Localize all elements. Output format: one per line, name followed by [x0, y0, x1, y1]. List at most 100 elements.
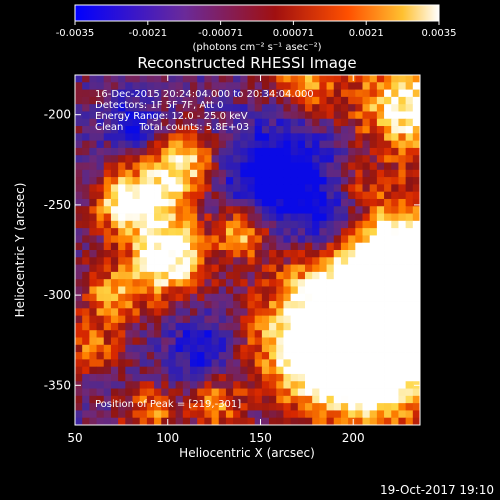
heatmap-cell	[384, 220, 392, 229]
heatmap-cell	[405, 315, 414, 324]
heatmap-cell	[319, 184, 327, 193]
heatmap-cell	[319, 403, 327, 411]
heatmap-cell	[75, 198, 83, 207]
heatmap-cell	[132, 337, 141, 346]
heatmap-cell	[362, 264, 371, 273]
heatmap-cell	[75, 177, 83, 185]
heatmap-cell	[146, 89, 155, 98]
heatmap-cell	[405, 133, 414, 142]
heatmap-cell	[297, 213, 306, 222]
heatmap-cell	[319, 388, 327, 397]
heatmap-cell	[355, 344, 363, 353]
heatmap-cell	[118, 228, 126, 236]
heatmap-cell	[82, 293, 90, 302]
heatmap-cell	[405, 169, 414, 178]
heatmap-cell	[276, 104, 284, 112]
heatmap-cell	[247, 352, 256, 360]
heatmap-cell	[340, 118, 349, 127]
heatmap-cell	[103, 337, 112, 346]
heatmap-cell	[290, 395, 299, 404]
heatmap-cell	[110, 301, 119, 309]
heatmap-cell	[261, 395, 270, 404]
heatmap-cell	[312, 75, 320, 83]
heatmap-cell	[218, 395, 227, 404]
heatmap-cell	[139, 75, 148, 83]
heatmap-cell	[233, 315, 241, 324]
heatmap-cell	[276, 220, 284, 229]
heatmap-cell	[412, 118, 420, 127]
heatmap-cell	[89, 147, 97, 156]
heatmap-cell	[340, 162, 349, 171]
heatmap-cell	[333, 213, 342, 222]
heatmap-cell	[139, 177, 148, 185]
heatmap-cell	[110, 96, 119, 105]
heatmap-cell	[75, 169, 83, 178]
heatmap-cell	[211, 322, 220, 331]
heatmap-cell	[125, 366, 133, 375]
heatmap-cell	[103, 359, 112, 368]
heatmap-cell	[355, 330, 363, 338]
heatmap-cell	[333, 417, 342, 425]
heatmap-cell	[175, 330, 184, 338]
heatmap-cell	[103, 308, 112, 317]
heatmap-cell	[312, 140, 320, 149]
heatmap-cell	[75, 264, 83, 273]
heatmap-cell	[283, 403, 292, 411]
heatmap-cell	[168, 264, 177, 273]
heatmap-cell	[384, 198, 392, 207]
heatmap-cell	[391, 337, 399, 346]
heatmap-cell	[197, 111, 205, 120]
heatmap-cell	[175, 301, 184, 309]
heatmap-cell	[355, 191, 363, 200]
heatmap-cell	[261, 220, 270, 229]
heatmap-cell	[333, 264, 342, 273]
heatmap-cell	[240, 162, 248, 171]
heatmap-cell	[290, 220, 299, 229]
heatmap-cell	[398, 417, 407, 425]
heatmap-cell	[197, 417, 205, 425]
heatmap-cell	[305, 198, 313, 207]
heatmap-cell	[319, 133, 327, 142]
heatmap-cell	[319, 220, 327, 229]
heatmap-cell	[75, 352, 83, 360]
heatmap-cell	[182, 315, 191, 324]
heatmap-cell	[204, 315, 212, 324]
heatmap-cell	[269, 198, 277, 207]
heatmap-cell	[146, 169, 155, 178]
heatmap-cell	[218, 118, 227, 127]
heatmap-cell	[154, 395, 162, 404]
heatmap-cell	[125, 257, 133, 265]
heatmap-cell	[75, 395, 83, 404]
heatmap-cell	[290, 118, 299, 127]
heatmap-cell	[110, 162, 119, 171]
heatmap-cell	[398, 395, 407, 404]
heatmap-cell	[369, 388, 378, 397]
heatmap-cell	[297, 271, 306, 280]
heatmap-cell	[110, 352, 119, 360]
heatmap-cell	[182, 337, 191, 346]
heatmap-cell	[276, 250, 284, 258]
heatmap-cell	[125, 293, 133, 302]
heatmap-cell	[118, 308, 126, 317]
heatmap-cell	[190, 352, 198, 360]
heatmap-cell	[132, 359, 141, 368]
heatmap-cell	[384, 344, 392, 353]
heatmap-cell	[269, 308, 277, 317]
heatmap-cell	[125, 228, 133, 236]
heatmap-cell	[276, 417, 284, 425]
heatmap-cell	[168, 228, 177, 236]
heatmap-cell	[326, 250, 335, 258]
heatmap-cell	[305, 242, 313, 251]
heatmap-cell	[290, 206, 299, 214]
heatmap-cell	[283, 242, 292, 251]
heatmap-cell	[297, 133, 306, 142]
heatmap-cell	[118, 344, 126, 353]
heatmap-cell	[110, 169, 119, 178]
heatmap-cell	[412, 162, 420, 171]
heatmap-cell	[290, 359, 299, 368]
heatmap-cell	[204, 75, 212, 83]
heatmap-cell	[398, 82, 407, 90]
heatmap-cell	[297, 403, 306, 411]
heatmap-cell	[168, 133, 177, 142]
heatmap-cell	[96, 388, 105, 397]
